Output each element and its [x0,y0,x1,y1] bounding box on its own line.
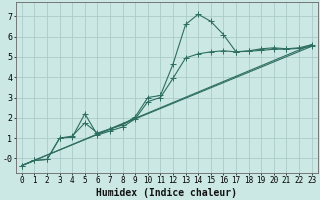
X-axis label: Humidex (Indice chaleur): Humidex (Indice chaleur) [96,188,237,198]
